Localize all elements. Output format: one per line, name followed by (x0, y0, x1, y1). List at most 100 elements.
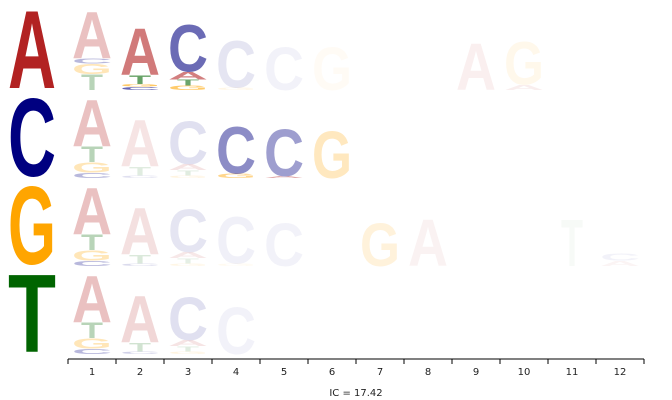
x-tick-label: 7 (377, 367, 383, 378)
x-tick-label: 6 (329, 367, 335, 378)
logo-letter-a: A (72, 86, 112, 161)
logo-stack: C (216, 294, 256, 369)
logo-stack: A (408, 206, 448, 281)
logo-letter-t: T (177, 169, 199, 177)
logo-letter-a: A (408, 206, 448, 281)
logo-letter-a: A (120, 107, 160, 182)
logo-stack: C (264, 212, 304, 280)
logo-letter-t: T (129, 340, 152, 354)
logo-stack: CTA (120, 283, 160, 358)
x-axis: 1 2 3 4 5 6 7 8 9 10 11 12 (67, 358, 645, 378)
logo-letter-g: G (72, 61, 112, 77)
logo-letter-c: C (72, 260, 112, 268)
x-tick-label: 1 (89, 367, 95, 378)
logo-letter-a: A (168, 70, 208, 82)
logo-letter-a: A (504, 84, 544, 92)
x-tick-label: 5 (281, 367, 287, 378)
logo-letter-t: T (81, 231, 103, 255)
x-tick-label: 10 (518, 367, 531, 378)
logo-letter-a: A (600, 260, 640, 268)
logo-letter-c: C (72, 57, 112, 65)
logo-stack: G (360, 211, 400, 279)
logo-stack: T (561, 206, 583, 281)
logo-letter-g: G (168, 351, 208, 355)
logo-letter-t: T (129, 164, 152, 178)
logo-letter-g: G (120, 83, 160, 87)
logo-letter-t: T (81, 71, 103, 95)
logo-letter-a: A (120, 283, 160, 358)
logo-letter-g: G (168, 263, 208, 267)
logo-letter-t: T (81, 143, 103, 167)
logo-letter-g: G (216, 172, 256, 179)
logo-stack: GC (216, 27, 256, 102)
logo-letter-g: G (312, 117, 352, 192)
logo-letter-g: G (360, 211, 400, 279)
legend-letter-t: T (8, 253, 56, 377)
logo-letter-c: C (72, 348, 112, 356)
logo-letter-c: C (168, 109, 208, 177)
logo-letter-t: T (177, 257, 199, 265)
logo-stack: A (456, 30, 496, 105)
logo-stack: GC (216, 114, 256, 189)
logo-letter-a: A (456, 30, 496, 105)
logo-letter-c: C (120, 351, 160, 355)
logo-letter-a: A (72, 174, 112, 249)
x-tick-label: 8 (425, 367, 431, 378)
ic-label: IC = 17.42 (329, 388, 382, 399)
logo-letter-c: C (264, 116, 304, 191)
logo-letter-a: A (168, 339, 208, 348)
logo-letter-g: G (72, 248, 112, 264)
logo-letter-a: A (72, 0, 112, 74)
logo-letter-t: T (561, 206, 583, 281)
logo-stack: C (264, 36, 304, 104)
logo-letter-g: G (504, 30, 544, 98)
logo-letter-a: A (120, 15, 160, 90)
logo-letter-a: A (168, 251, 208, 260)
legend-letter-g: G (8, 165, 56, 289)
logo-letter-g: G (312, 35, 352, 103)
logo-stack: G (312, 117, 352, 192)
x-tick-label: 4 (233, 367, 239, 378)
x-tick-label: 11 (566, 367, 579, 378)
logo-letter-c: C (216, 27, 256, 102)
logo-letter-g: G (168, 84, 208, 91)
logo-letter-c: C (168, 197, 208, 265)
logo-stack: CTA (120, 107, 160, 182)
logo-letter-a: A (120, 195, 160, 270)
legend-letter-c: C (8, 76, 56, 200)
logo-letter-g: G (72, 160, 112, 176)
x-tick-label: 12 (614, 367, 627, 378)
x-tick-label: 3 (185, 367, 191, 378)
logo-letter-c: C (120, 263, 160, 267)
logo-letter-c: C (72, 172, 112, 180)
logo-letter-g: G (216, 263, 256, 267)
logo-letter-c: C (216, 114, 256, 189)
logo-letter-t: T (129, 252, 152, 266)
logo-stack: AC (600, 252, 640, 268)
logo-letter-t: T (177, 345, 199, 353)
logo-stack: G (312, 35, 352, 103)
logo-letter-g: G (168, 175, 208, 179)
x-tick-label: 2 (137, 367, 143, 378)
logo-letter-a: A (264, 176, 304, 179)
logo-letter-c: C (264, 36, 304, 104)
legend-letter-a: A (8, 0, 56, 112)
logo-stack: CTA (120, 195, 160, 270)
logo-stack: AG (504, 30, 544, 98)
logo-letter-c: C (168, 285, 208, 353)
logo-letter-g: G (216, 87, 256, 91)
logo-letter-c: C (216, 294, 256, 369)
logo-letter-c: C (600, 252, 640, 263)
